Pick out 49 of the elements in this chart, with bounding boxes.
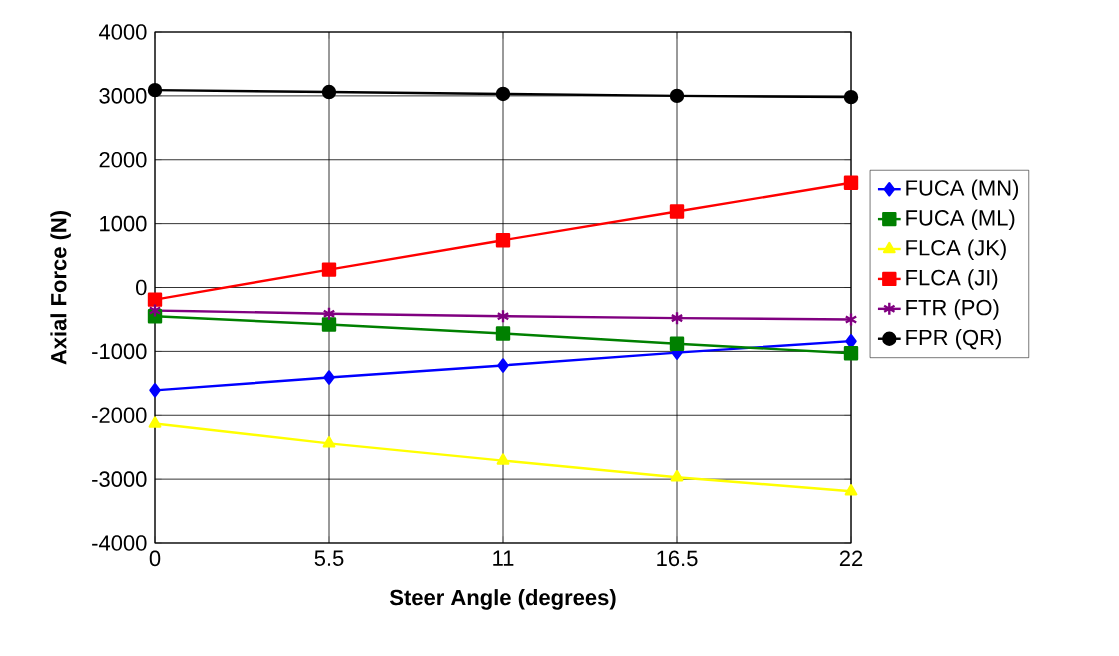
point <box>496 309 510 324</box>
point <box>496 453 510 465</box>
point <box>148 416 162 428</box>
point <box>843 89 859 105</box>
legend-label: FUCA (ML) <box>906 209 1015 230</box>
y-tick-label: -2000 <box>92 407 147 424</box>
point <box>844 484 858 496</box>
point <box>147 82 163 98</box>
point <box>844 312 858 327</box>
x-tick-label: 5.5 <box>314 550 344 566</box>
point <box>497 358 509 373</box>
point <box>670 470 684 482</box>
legend-label: FLCA (JK) <box>906 239 1006 260</box>
point <box>495 326 511 341</box>
y-tick-label: 4000 <box>98 24 147 40</box>
y-tick-label: -4000 <box>92 535 147 551</box>
point <box>321 317 337 332</box>
point <box>495 86 511 102</box>
y-tick-label: 1000 <box>100 215 147 232</box>
point <box>323 370 335 385</box>
x-tick-label: 16.5 <box>657 550 698 567</box>
legend-label: FLCA (JI) <box>906 269 998 290</box>
y-tick-label: -3000 <box>92 471 147 487</box>
point <box>670 310 684 326</box>
y-tick-label: 0 <box>136 279 147 296</box>
x-axis-title: Steer Angle (degrees) <box>389 589 616 610</box>
point <box>843 346 859 361</box>
point <box>321 84 337 100</box>
legend-label: FPR (QR) <box>906 329 1001 350</box>
y-tick-label: 3000 <box>99 88 147 104</box>
x-tick-label: 0 <box>149 550 161 567</box>
y-axis-title: Axial Force (N) <box>50 210 71 365</box>
x-tick-label: 11 <box>493 550 514 566</box>
point <box>321 262 337 277</box>
legend-label: FUCA (MN) <box>906 179 1019 201</box>
point <box>495 233 511 248</box>
point <box>669 336 685 351</box>
point <box>843 175 859 190</box>
point <box>669 88 685 104</box>
point <box>148 303 162 318</box>
y-tick-label: 2000 <box>99 151 147 168</box>
point <box>669 204 685 219</box>
point <box>147 292 163 307</box>
x-tick-label: 22 <box>839 550 863 566</box>
legend-label: FTR (PO) <box>906 299 999 320</box>
point <box>322 306 336 321</box>
point <box>149 383 161 398</box>
point <box>322 436 336 448</box>
y-tick-label: -1000 <box>92 343 147 360</box>
